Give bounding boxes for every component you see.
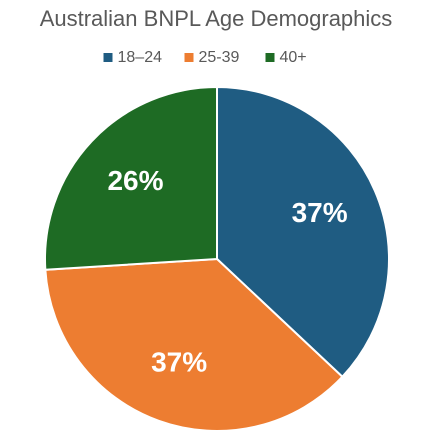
data-label: 37% — [151, 347, 207, 378]
legend-swatch — [103, 53, 113, 62]
pie-slice — [216, 85, 390, 379]
legend-label: 18–24 — [118, 49, 163, 66]
legend-swatch — [265, 53, 275, 62]
legend-label: 25-39 — [199, 49, 240, 66]
legend-label: 40+ — [280, 49, 307, 66]
pie-slice — [44, 257, 344, 432]
data-label: 37% — [292, 197, 348, 228]
legend-swatch — [184, 53, 194, 62]
data-label: 26% — [107, 165, 163, 196]
chart-title: Australian BNPL Age Demographics — [40, 6, 393, 31]
pie-slice — [44, 85, 218, 271]
